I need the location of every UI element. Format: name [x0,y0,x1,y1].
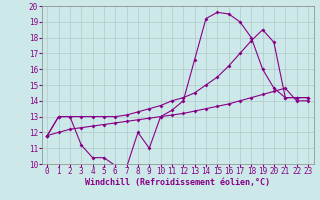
X-axis label: Windchill (Refroidissement éolien,°C): Windchill (Refroidissement éolien,°C) [85,178,270,187]
